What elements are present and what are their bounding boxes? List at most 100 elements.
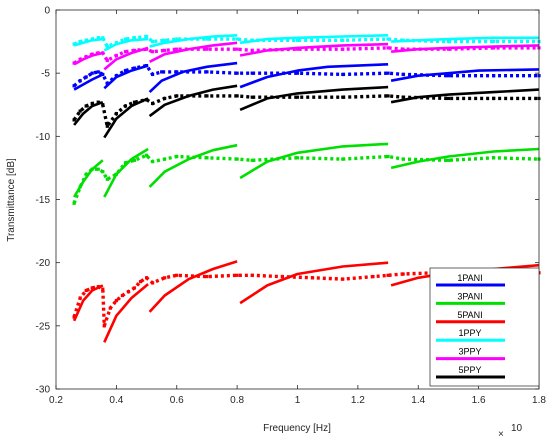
series-5ppy-point xyxy=(163,96,167,101)
series-1pani-point xyxy=(114,74,118,78)
series-1pani-measured-line xyxy=(73,63,539,88)
series-5pani-point xyxy=(341,277,345,281)
series-3ppy-point xyxy=(101,51,105,55)
y-tick-label: -5 xyxy=(41,69,50,80)
series-1pani-point xyxy=(101,72,105,77)
series-1ppy-point xyxy=(163,38,167,42)
series-1pani-point xyxy=(235,71,239,75)
series-5pani-point xyxy=(96,285,100,289)
series-1ppy-point xyxy=(446,39,451,44)
series-3ppy-point xyxy=(96,51,100,55)
series-5pani-measured-line xyxy=(72,271,540,328)
series-5ppy-point xyxy=(386,94,390,98)
series-3pani-solid-segment xyxy=(390,147,540,170)
series-3ppy-point xyxy=(205,47,209,51)
series-1pani xyxy=(72,61,541,94)
series-3ppy-point xyxy=(175,47,179,51)
series-5ppy-point xyxy=(105,124,109,128)
series-5pani-point xyxy=(114,298,118,303)
x-tick-label: 1.6 xyxy=(472,395,486,406)
series-5pani-point xyxy=(120,293,125,298)
series-5pani-point xyxy=(72,315,76,319)
series-1pani-point xyxy=(72,84,76,88)
y-tick-label: -25 xyxy=(36,321,51,332)
legend-label-3ppy: 3PPY xyxy=(458,347,481,357)
series-1ppy-point xyxy=(386,37,390,41)
x-axis-title: Frequency [Hz] xyxy=(263,423,331,434)
series-1pani-point xyxy=(401,72,405,77)
series-3ppy xyxy=(72,41,541,71)
series-5ppy-point xyxy=(151,101,155,106)
series-3ppy-point xyxy=(446,47,451,51)
series-1pani-solid-segment xyxy=(73,73,104,91)
series-5pani-point xyxy=(90,286,94,290)
series-5pani-point xyxy=(144,276,149,280)
series-1pani-solid-segment xyxy=(390,68,540,82)
series-5ppy-point xyxy=(78,109,82,113)
series-3pani-point xyxy=(205,156,209,160)
series-5pani-point xyxy=(132,286,137,290)
legend-label-5pani: 5PANI xyxy=(457,310,482,320)
series-3pani-solid-segment xyxy=(239,142,389,180)
series-1ppy-point xyxy=(492,39,496,44)
series-5pani-point xyxy=(371,274,375,279)
series-5pani-point xyxy=(280,274,285,279)
series-1pani-point xyxy=(160,70,164,74)
series-3pani-point xyxy=(105,177,109,181)
y-tick-label: -15 xyxy=(36,195,51,206)
series-5pani-point xyxy=(151,281,155,285)
series-5ppy-point xyxy=(205,94,209,98)
series-3ppy-point xyxy=(250,48,254,53)
series-3pani-point xyxy=(295,156,300,160)
series-1ppy-point xyxy=(132,36,137,40)
series-3ppy-point xyxy=(84,55,88,59)
y-tick-label: -10 xyxy=(36,132,51,143)
series-5pani-point xyxy=(138,280,143,284)
series-5pani-solid-segment xyxy=(103,283,149,343)
series-1ppy-point xyxy=(114,41,118,45)
series-1pani-point xyxy=(446,74,451,78)
x-tick-label: 1.8 xyxy=(532,395,546,406)
series-5ppy-point xyxy=(446,96,451,101)
series-5pani-point xyxy=(175,273,179,277)
legend-label-5ppy: 5PPY xyxy=(458,365,481,375)
series-5pani xyxy=(72,260,541,343)
series-5ppy-point xyxy=(175,94,179,98)
y-tick-label: -30 xyxy=(36,385,51,396)
series-5ppy-point xyxy=(114,111,118,116)
series-5pani-solid-segment xyxy=(239,261,389,305)
series-3pani-point xyxy=(175,154,179,159)
series-3pani-point xyxy=(235,157,239,161)
series-1ppy-point xyxy=(401,38,405,42)
y-axis-title: Transmittance [dB] xyxy=(6,158,17,242)
series-3ppy-point xyxy=(151,50,155,54)
series-5ppy-solid-segment xyxy=(103,97,149,139)
series-1ppy-point xyxy=(250,38,254,42)
series-3ppy-point xyxy=(341,47,345,51)
legend-box xyxy=(429,267,540,387)
series-3ppy-point xyxy=(492,46,496,50)
series-3ppy-point xyxy=(401,47,405,51)
series-5ppy-point xyxy=(132,100,137,104)
series-3ppy-point xyxy=(90,52,94,56)
series-5ppy-point xyxy=(341,95,345,99)
series-5pani-point xyxy=(78,296,82,300)
series-1pani-point xyxy=(295,71,300,75)
series-1pani-point xyxy=(78,79,82,83)
series-5pani-point xyxy=(401,272,405,276)
series-3ppy-point xyxy=(132,48,137,53)
series-5ppy-point xyxy=(123,104,128,108)
series-1ppy-point xyxy=(341,38,345,42)
series-1ppy-point xyxy=(144,34,149,39)
x-tick-label: 0.8 xyxy=(230,395,244,406)
series-3ppy-point xyxy=(144,47,149,51)
series-1ppy-solid-segment xyxy=(391,36,539,43)
series-5pani-point xyxy=(205,274,209,279)
series-5ppy-point xyxy=(101,103,105,107)
series-3pani-point xyxy=(132,158,137,162)
x-tick-label: 0.2 xyxy=(49,395,63,406)
x-tick-label: 1 xyxy=(295,395,301,406)
series-3pani-point xyxy=(101,170,105,174)
series-5pani-point xyxy=(235,273,239,277)
